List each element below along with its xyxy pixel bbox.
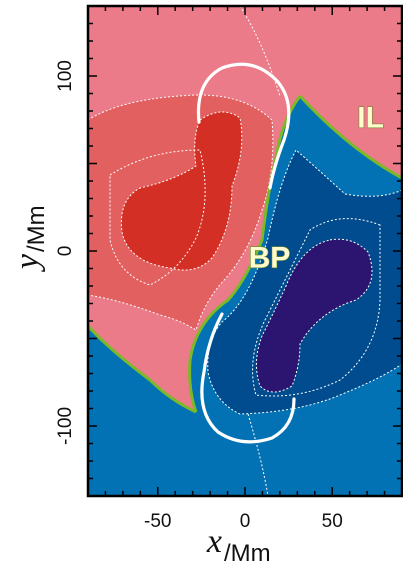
polarity-inversion-line	[88, 94, 402, 414]
x-axis-unit: /Mm	[224, 540, 271, 566]
y-axis-label: y /Mm	[9, 205, 50, 272]
x-axis-ticks	[104, 6, 386, 496]
sigmoid-lower-arc	[200, 312, 296, 444]
sigmoid-structure	[196, 62, 296, 444]
plot-area	[88, 6, 402, 496]
contour-line	[256, 238, 373, 393]
annotation-label: IL	[357, 102, 384, 135]
contour-line	[120, 111, 243, 271]
annotation-label: BP	[249, 242, 291, 275]
contour-line	[109, 149, 206, 286]
negative-core	[256, 239, 372, 392]
pil-north-segment	[298, 94, 402, 180]
annotations: IL BP	[248, 101, 385, 275]
x-axis-label: x /Mm	[206, 523, 271, 566]
x-axis-tick-labels: -50 0 50	[144, 511, 343, 532]
pil-south-segment	[88, 324, 197, 414]
x-tick-label: -50	[144, 511, 171, 532]
x-tick-label: 0	[240, 511, 251, 532]
y-axis-ticks	[88, 22, 402, 480]
x-axis-variable: x	[206, 523, 222, 560]
sigmoid-upper-arc	[196, 62, 291, 190]
y-axis-unit: /Mm	[23, 205, 50, 252]
y-tick-label: -100	[55, 407, 76, 445]
x-tick-label: 50	[322, 511, 343, 532]
contour-line	[88, 94, 274, 331]
contour-line	[247, 413, 269, 496]
contour-line	[252, 218, 381, 397]
y-tick-label: 0	[55, 246, 76, 257]
y-axis-variable: y	[9, 253, 46, 272]
contour-line	[207, 149, 402, 415]
pil-central-segment	[188, 95, 302, 413]
positive-core	[121, 111, 242, 271]
y-tick-label: 100	[55, 60, 76, 92]
y-axis-tick-labels: -100 0 100	[55, 60, 76, 445]
